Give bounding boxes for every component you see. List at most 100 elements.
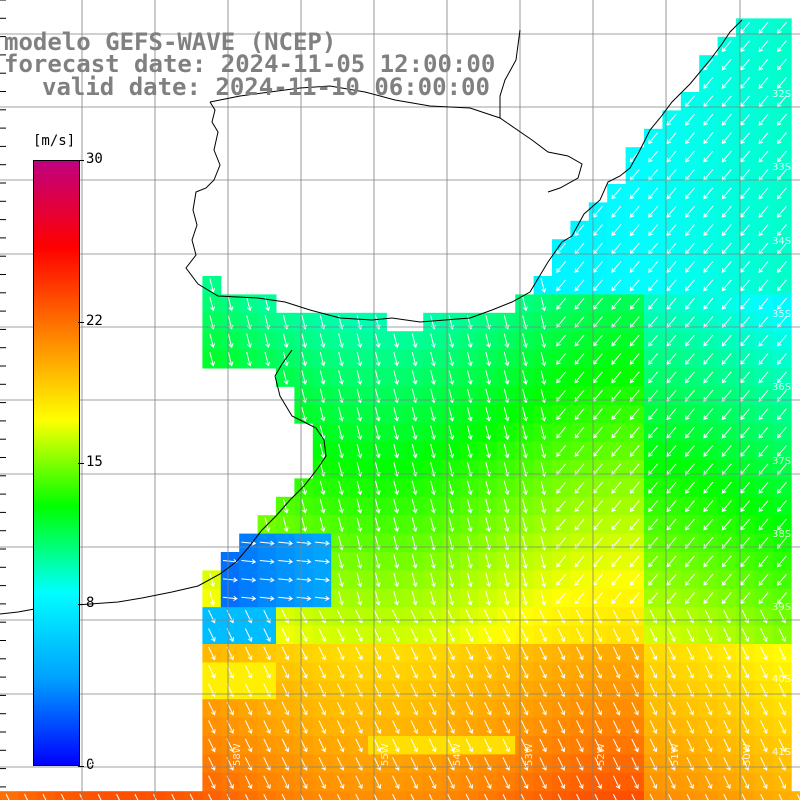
wind-arrow (318, 646, 327, 661)
wind-arrow (776, 555, 787, 568)
wind-arrow (594, 646, 603, 661)
wind-arrow (758, 500, 769, 513)
wind-arrow (666, 113, 677, 126)
wind-arrow (484, 701, 492, 716)
wind-arrow (684, 445, 695, 457)
wind-arrow (373, 628, 382, 642)
wind-arrow (338, 443, 344, 459)
wind-arrow (282, 370, 289, 385)
wind-arrow (574, 334, 585, 347)
wind-arrow (466, 572, 473, 588)
wind-arrow (374, 407, 381, 422)
wind-arrow (592, 592, 603, 605)
wind-arrow (503, 351, 510, 367)
wind-arrow (447, 701, 455, 716)
wind-arrow (392, 646, 400, 661)
longitude-label: 54W (452, 743, 463, 766)
wind-cell (754, 791, 774, 800)
wind-arrow (556, 426, 567, 439)
latitude-label: 37S (772, 456, 792, 467)
wind-arrow (411, 572, 418, 588)
wind-arrow (668, 775, 676, 790)
wind-arrow (134, 793, 139, 800)
wind-arrow (758, 592, 769, 605)
wind-arrow (374, 425, 381, 441)
wind-arrow (430, 351, 436, 367)
wind-arrow (281, 775, 290, 790)
wind-arrow (631, 701, 639, 716)
wind-arrow (244, 738, 253, 753)
wind-arrow (278, 559, 294, 565)
wind-arrow (447, 775, 455, 790)
wind-cell (736, 791, 755, 800)
wind-arrow (666, 408, 677, 421)
wind-arrow (740, 426, 751, 439)
wind-arrow (666, 371, 677, 384)
wind-arrow (540, 407, 547, 422)
wind-arrow (741, 701, 750, 716)
wind-arrow (278, 595, 294, 601)
wind-arrow (666, 592, 677, 605)
wind-arrow (758, 518, 769, 531)
wind-arrow (741, 738, 750, 753)
wind-arrow (411, 351, 418, 367)
wind-cell (552, 791, 571, 800)
wind-arrow (556, 445, 567, 457)
wind-arrow (760, 775, 768, 790)
wind-arrow (649, 701, 658, 716)
wind-arrow (778, 628, 787, 642)
wind-arrow (301, 351, 308, 367)
wind-arrow (520, 646, 529, 661)
wind-arrow (686, 646, 695, 661)
wind-arrow (594, 793, 599, 800)
wind-arrow (574, 518, 585, 531)
wind-arrow (629, 445, 640, 457)
wind-arrow (485, 517, 492, 533)
wind-arrow (740, 592, 751, 605)
wind-arrow (502, 701, 511, 716)
wind-arrow (666, 500, 677, 513)
wind-arrow (592, 555, 603, 568)
wind-arrow (281, 720, 290, 734)
wind-arrow (520, 793, 525, 800)
wind-cell (276, 791, 295, 800)
wind-arrow (393, 443, 400, 459)
wind-cell (791, 791, 800, 800)
wind-arrow (410, 701, 419, 716)
wind-arrow (208, 720, 216, 734)
wind-arrow (758, 95, 769, 108)
wind-arrow (520, 720, 529, 734)
wind-arrow (318, 720, 327, 734)
wind-arrow (666, 481, 677, 494)
wind-arrow (721, 113, 732, 126)
wind-arrow (629, 371, 640, 384)
wind-arrow (556, 481, 567, 494)
wind-arrow (503, 407, 510, 422)
wind-arrow (296, 540, 312, 546)
wind-arrow (721, 297, 732, 310)
wind-arrow (776, 334, 787, 347)
wind-arrow (465, 720, 474, 734)
wind-arrow (5, 793, 10, 800)
wind-arrow (758, 58, 769, 71)
wind-arrow (282, 517, 289, 533)
wind-cell (0, 791, 19, 800)
wind-arrow (778, 793, 783, 800)
wind-arrow (611, 518, 622, 531)
wind-arrow (356, 517, 363, 533)
wind-arrow (666, 445, 677, 457)
wind-arrow (171, 793, 176, 800)
wind-arrow (356, 591, 363, 606)
wind-arrow (576, 628, 584, 642)
wind-arrow (466, 407, 473, 422)
wind-arrow (684, 150, 695, 163)
wind-arrow (465, 793, 470, 800)
wind-arrow (721, 95, 732, 108)
wind-arrow (776, 77, 787, 89)
river-plate-shore (274, 349, 293, 377)
wind-arrow (448, 370, 455, 385)
wind-arrow (522, 554, 528, 569)
wind-arrow (393, 351, 400, 367)
wind-arrow (314, 595, 330, 601)
wind-arrow (430, 333, 436, 349)
